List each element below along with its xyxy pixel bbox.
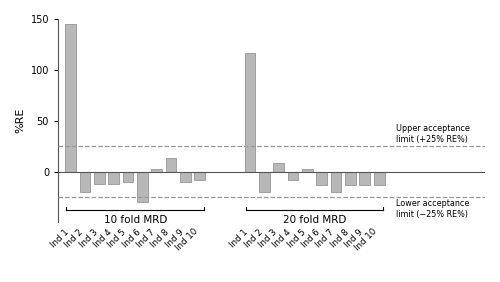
Y-axis label: %RE: %RE [15,108,25,133]
Bar [108,171,119,184]
Text: Upper acceptance
limit (+25% RE%): Upper acceptance limit (+25% RE%) [396,124,470,144]
Bar [80,171,90,192]
Bar [316,171,327,185]
Bar [137,171,148,202]
Text: Lower acceptance
limit (−25% RE%): Lower acceptance limit (−25% RE%) [396,199,469,219]
Bar [94,171,104,184]
Bar [274,163,284,171]
Bar [288,171,298,180]
Bar [244,52,256,171]
Bar [302,169,313,171]
Bar [345,171,356,185]
Bar [66,24,76,171]
Bar [180,171,191,182]
Bar [360,171,370,185]
Bar [152,169,162,171]
Bar [374,171,384,185]
Bar [122,171,134,182]
Bar [166,158,176,171]
Bar [194,171,205,180]
Bar [330,171,342,192]
Text: 20 fold MRD: 20 fold MRD [283,215,346,225]
Text: 10 fold MRD: 10 fold MRD [104,215,167,225]
Bar [259,171,270,192]
